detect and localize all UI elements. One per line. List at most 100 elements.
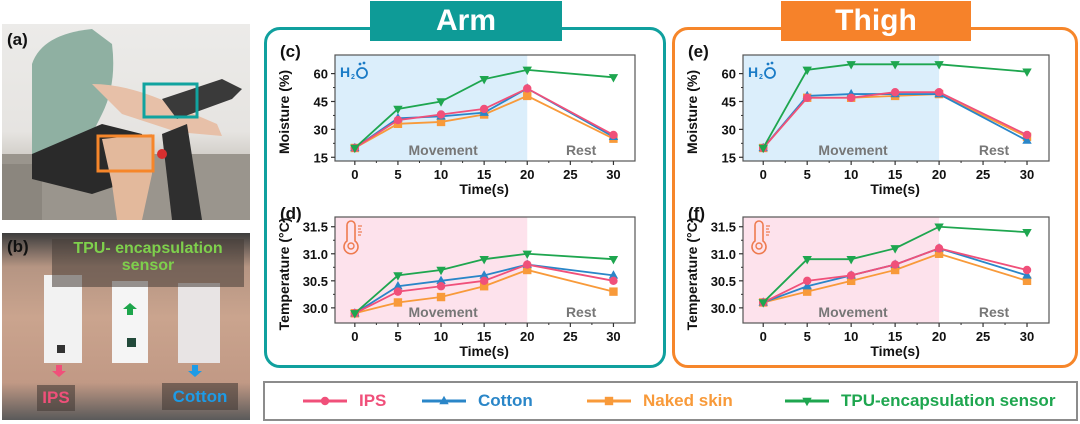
chart-thigh-moisture: (e) Movement Rest 15 30 45 60 0 5 10 15 20 25 30 Time(… [684, 42, 1050, 197]
data-point-tpu-encapsulation-sensor [393, 272, 403, 281]
data-point-tpu-encapsulation-sensor [350, 144, 360, 154]
data-point-tpu-encapsulation-sensor [1022, 228, 1032, 238]
x-tick-label: 15 [477, 167, 491, 182]
data-point-tpu-encapsulation-sensor [802, 66, 812, 76]
arrow-down-icon [188, 365, 202, 377]
x-tick-label: 25 [976, 329, 990, 344]
data-point-tpu-encapsulation-sensor [436, 98, 446, 107]
y-tick-label: 31.5 [711, 220, 736, 235]
arm-highlight-box [142, 82, 199, 119]
photo-sensors-on-skin: (b) TPU- encapsulation sensor IPS Cotton [2, 233, 250, 420]
data-point-tpu-encapsulation-sensor [350, 310, 360, 319]
tpu-caption: TPU- encapsulation sensor [52, 240, 244, 274]
series-line-naked-skin [763, 252, 1028, 304]
data-point-ips [609, 130, 618, 140]
legend: IPS Cotton Naked skin TPU-encapsulation … [263, 381, 1078, 421]
data-point-cotton [393, 281, 403, 290]
oxygen-circle [764, 67, 776, 79]
arrow-down-icon [52, 365, 66, 377]
data-point-naked-skin [523, 91, 532, 101]
data-point-ips [846, 271, 856, 280]
movement-label: Movement [818, 304, 888, 320]
x-tick-label: 10 [844, 329, 858, 344]
legend-symbol [604, 396, 614, 406]
data-point-ips [890, 87, 900, 97]
rest-label: Rest [566, 142, 597, 158]
x-tick-label: 30 [606, 329, 620, 344]
chart-arm-temperature: (d) Movement Rest 30.0 30.5 31.0 31.5 0 5 10 15 20 2… [276, 204, 636, 359]
chart-thigh-temperature: (f) Movement Rest 30.0 30.5 31.0 31.5 0 5 10 15 20 2… [684, 204, 1050, 359]
x-tick-label: 0 [760, 167, 767, 182]
series-ips [350, 84, 618, 153]
data-point-cotton [802, 281, 812, 290]
x-tick-label: 5 [804, 167, 811, 182]
arm [92, 84, 222, 136]
movement-label: Movement [409, 142, 479, 158]
x-tick-label: 0 [351, 167, 358, 182]
data-point-cotton [479, 270, 489, 279]
drop [362, 61, 366, 65]
tpu-caption-line2: sensor [121, 257, 175, 274]
legend-label: TPU-encapsulation sensor [841, 391, 1056, 410]
data-point-tpu-encapsulation-sensor [393, 105, 403, 115]
series-line-naked-skin [354, 269, 614, 315]
legend-item-ips: IPS [301, 383, 386, 419]
x-tick-label: 15 [888, 167, 902, 182]
series-line-ips [762, 91, 1028, 149]
data-point-tpu-encapsulation-sensor [802, 255, 812, 265]
chart-arm-moisture: (c) Movement Rest 15 30 45 60 0 5 10 15 20 25 30 Time(… [276, 42, 636, 197]
legend-marker-tpu [785, 397, 829, 407]
y-tick-label: 30.0 [303, 301, 328, 316]
series-line-tpu-encapsulation-sensor [762, 225, 1028, 304]
bike-handle [162, 79, 242, 119]
data-point-tpu-encapsulation-sensor [758, 299, 768, 308]
legend-label: Naked skin [643, 391, 733, 410]
y-tick-label: 31.5 [303, 220, 328, 235]
data-point-ips [1022, 265, 1032, 275]
rest-label: Rest [566, 304, 597, 320]
y-tick-label: 30 [314, 122, 328, 137]
thigh-title-banner: Thigh [781, 1, 971, 41]
data-point-cotton [1022, 135, 1032, 144]
x-tick-label: 25 [976, 167, 990, 182]
data-point-naked-skin [479, 282, 489, 291]
cotton-patch [178, 283, 220, 363]
legend-marker-ips [303, 396, 347, 406]
panel-label-d: (d) [280, 204, 302, 223]
thermometer-bulb [755, 242, 763, 250]
legend-item-tpu: TPU-encapsulation sensor [783, 383, 1055, 419]
series-tpu-encapsulation-sensor [350, 66, 619, 154]
y-axis-label: Temperature (°C) [276, 218, 292, 331]
legend-item-naked-skin: Naked skin [585, 383, 733, 419]
x-tick-label: 20 [932, 167, 946, 182]
x-axis-label: Time(s) [870, 181, 920, 197]
series-tpu-encapsulation-sensor [350, 250, 619, 319]
y-tick-label: 31.0 [711, 247, 736, 262]
y-tick-label: 30.5 [303, 274, 328, 289]
data-point-naked-skin [846, 276, 856, 286]
x-tick-label: 20 [520, 329, 534, 344]
thigh-highlight-box [96, 134, 155, 173]
drop [770, 61, 774, 65]
data-point-cotton [436, 275, 446, 285]
photo-exercise-bike: (a) [2, 24, 250, 220]
tpu-caption-line1: TPU- encapsulation [73, 240, 223, 257]
series-ips [759, 87, 1032, 153]
data-point-naked-skin [890, 265, 900, 275]
plot-frame [742, 216, 1050, 324]
series-line-ips [354, 263, 614, 315]
x-axis-label: Time(s) [459, 343, 509, 359]
arm-title-banner: Arm [370, 1, 562, 41]
data-point-cotton [1022, 270, 1032, 279]
data-point-tpu-encapsulation-sensor [890, 61, 900, 70]
y-axis-label: Temperature (°C) [684, 218, 700, 331]
icon-subscript: 2 [351, 74, 355, 81]
x-tick-label: 5 [804, 329, 811, 344]
data-point-naked-skin [436, 117, 446, 127]
legend-symbol [802, 397, 812, 407]
data-point-tpu-encapsulation-sensor [846, 61, 856, 70]
series-tpu-encapsulation-sensor [758, 223, 1032, 308]
series-line-ips [762, 247, 1028, 304]
data-point-ips [1022, 130, 1032, 140]
data-point-ips [393, 115, 403, 125]
